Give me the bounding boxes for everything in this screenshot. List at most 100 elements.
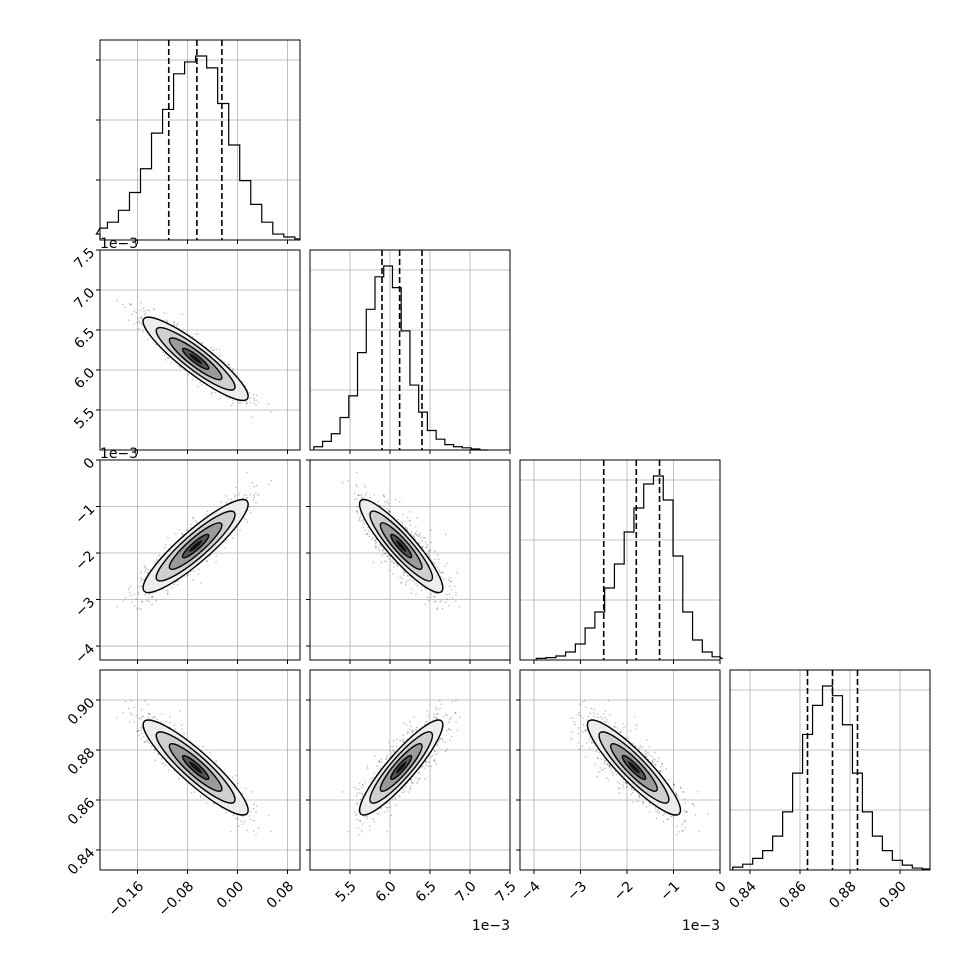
scatter-point [253,499,255,501]
scatter-point [188,374,190,376]
scatter-point [449,718,451,720]
scatter-point [372,537,374,539]
scatter-point [167,592,169,594]
scatter-point [167,357,169,359]
scatter-point [456,572,458,574]
scatter-point [256,395,258,397]
scatter-point [376,541,378,543]
scatter-point [253,804,255,806]
scatter-point [402,577,404,579]
scatter-point [268,814,270,816]
scatter-point [191,792,193,794]
scatter-point [404,791,406,793]
scatter-point [448,721,450,723]
scatter-panel-4-2 [306,670,510,874]
scatter-point [415,583,417,585]
scatter-point [255,400,257,402]
scatter-point [258,494,260,496]
scatter-point [193,517,195,519]
scatter-point [375,545,377,547]
scatter-point [167,537,169,539]
scatter-point [141,733,143,735]
scatter-point [359,792,361,794]
histogram-panel-2 [310,250,510,454]
scatter-point [375,547,377,549]
scatter-point [134,721,136,723]
scatter-point [268,403,270,405]
scatter-point [270,480,272,482]
scatter-point [239,529,241,531]
scatter-point [116,606,118,608]
scatter-point [237,783,239,785]
scatter-point [393,563,395,565]
scatter-point [369,830,371,832]
scatter-point [167,590,169,592]
scatter-point [224,547,226,549]
scatter-point [138,585,140,587]
scatter-point [366,492,368,494]
scatter-point [389,742,391,744]
scatter-point [425,547,427,549]
scatter-point [410,592,412,594]
scatter-point [386,500,388,502]
scatter-point [359,516,361,518]
scatter-point [145,741,147,743]
scatter-point [168,769,170,771]
scatter-point [129,721,131,723]
scatter-point [416,727,418,729]
scatter-point [365,533,367,535]
scatter-point [175,728,177,730]
scatter-point [147,339,149,341]
scatter-point [181,728,183,730]
scatter-point [425,588,427,590]
scatter-point [182,314,184,316]
scatter-point [407,580,409,582]
scatter-point [416,782,418,784]
scatter-point [411,531,413,533]
scatter-point [356,486,358,488]
scatter-point [246,830,248,832]
scatter-point [136,322,138,324]
scatter-point [246,495,248,497]
scatter-point [441,703,443,705]
scatter-point [354,811,356,813]
scatter-point [358,789,360,791]
scatter-point [430,542,432,544]
scatter-point [122,304,124,306]
scatter-point [253,402,255,404]
scatter-point [253,394,255,396]
scatter-point [125,597,127,599]
scatter-point [200,797,202,799]
scatter-point [178,778,180,780]
scatter-point [184,733,186,735]
scatter-point [368,536,370,538]
scatter-point [455,600,457,602]
scatter-point [445,601,447,603]
scatter-point [403,572,405,574]
scatter-point [133,593,135,595]
scatter-point [149,742,151,744]
scatter-point [361,830,363,832]
scatter-point [174,324,176,326]
scatter-point [455,700,457,702]
scatter-point [231,405,233,407]
scatter-point [233,368,235,370]
scatter-point [419,778,421,780]
scatter-point [171,587,173,589]
scatter-point [249,392,251,394]
scatter-point [397,564,399,566]
scatter-point [244,494,246,496]
scatter-point [430,529,432,531]
scatter-point [374,540,376,542]
histogram-panel-1 [96,40,300,244]
scatter-point [149,601,151,603]
scatter-point [140,317,142,319]
scatter-point [401,582,403,584]
scatter-point [181,724,183,726]
scatter-point [213,349,215,351]
scatter-point [443,716,445,718]
scatter-point [387,810,389,812]
scatter-point [422,537,424,539]
scatter-point [376,765,378,767]
